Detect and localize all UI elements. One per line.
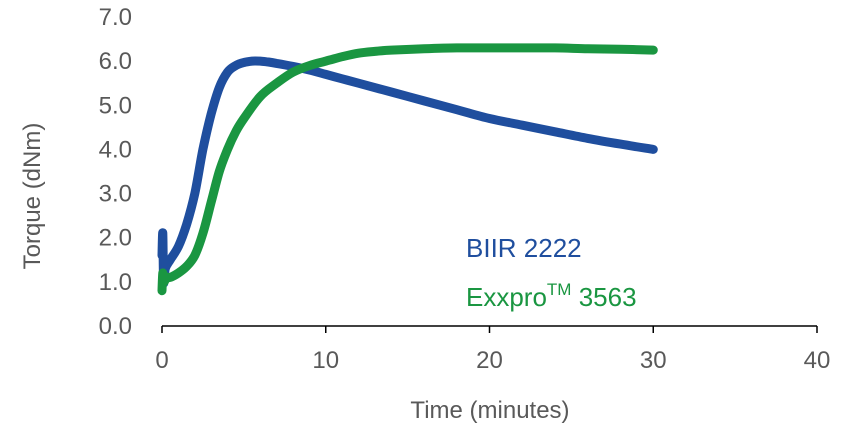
- series-line-biir-2222: [157, 56, 658, 288]
- x-tick-label: 0: [155, 347, 168, 374]
- series-layer: [157, 43, 658, 296]
- series-line-exxpro-3563: [157, 43, 658, 296]
- y-tick-label: 2.0: [99, 225, 132, 252]
- y-axis-ticks: 0.0 1.0 2.0 3.0 4.0 5.0 6.0 7.0: [99, 4, 132, 340]
- y-tick-label: 7.0: [99, 4, 132, 31]
- legend-exxpro-name: Exxpro: [466, 282, 547, 312]
- y-tick-label: 5.0: [99, 92, 132, 119]
- legend-exxpro-suffix: 3563: [571, 282, 636, 312]
- y-tick-label: 6.0: [99, 48, 132, 75]
- x-tick-label: 10: [312, 347, 339, 374]
- y-tick-label: 4.0: [99, 136, 132, 163]
- y-tick-label: 1.0: [99, 269, 132, 296]
- x-tick-label: 20: [476, 347, 503, 374]
- x-tick-label: 30: [640, 347, 667, 374]
- y-tick-label: 3.0: [99, 181, 132, 208]
- x-tick-label: 40: [804, 347, 831, 374]
- x-axis: 0 10 20 30 40: [155, 325, 831, 374]
- x-axis-title: Time (minutes): [410, 397, 569, 424]
- legend-exxpro-sup: TM: [547, 280, 572, 299]
- legend-label-biir: BIIR 2222: [466, 233, 582, 263]
- y-tick-label: 0.0: [99, 313, 132, 340]
- legend-label-exxpro: ExxproTM 3563: [466, 280, 637, 312]
- y-axis-title: Torque (dNm): [19, 123, 46, 270]
